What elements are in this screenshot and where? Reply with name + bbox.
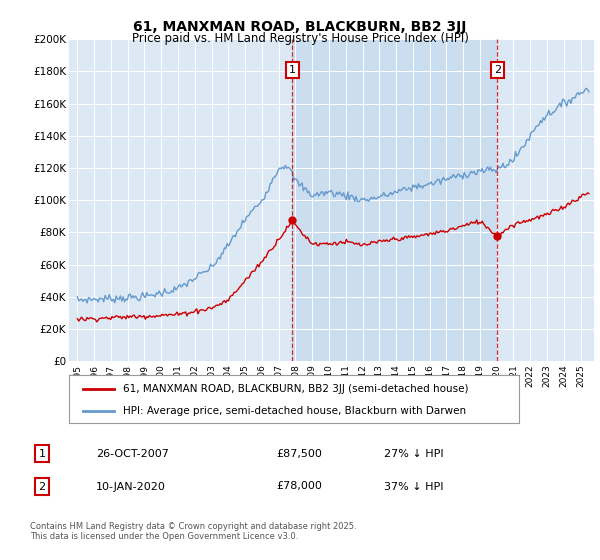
Text: 61, MANXMAN ROAD, BLACKBURN, BB2 3JJ (semi-detached house): 61, MANXMAN ROAD, BLACKBURN, BB2 3JJ (se… (123, 384, 469, 394)
Text: 1: 1 (289, 65, 296, 75)
Text: 37% ↓ HPI: 37% ↓ HPI (384, 482, 443, 492)
Text: 1: 1 (38, 449, 46, 459)
Text: Price paid vs. HM Land Registry's House Price Index (HPI): Price paid vs. HM Land Registry's House … (131, 32, 469, 45)
Text: £87,500: £87,500 (276, 449, 322, 459)
Text: 10-JAN-2020: 10-JAN-2020 (96, 482, 166, 492)
Text: 26-OCT-2007: 26-OCT-2007 (96, 449, 169, 459)
Text: 2: 2 (38, 482, 46, 492)
Text: HPI: Average price, semi-detached house, Blackburn with Darwen: HPI: Average price, semi-detached house,… (123, 406, 466, 416)
Text: Contains HM Land Registry data © Crown copyright and database right 2025.
This d: Contains HM Land Registry data © Crown c… (30, 522, 356, 542)
Text: 2: 2 (494, 65, 501, 75)
Text: 61, MANXMAN ROAD, BLACKBURN, BB2 3JJ: 61, MANXMAN ROAD, BLACKBURN, BB2 3JJ (133, 20, 467, 34)
Text: £78,000: £78,000 (276, 482, 322, 492)
Bar (292, 39, 497, 361)
Text: 27% ↓ HPI: 27% ↓ HPI (384, 449, 443, 459)
